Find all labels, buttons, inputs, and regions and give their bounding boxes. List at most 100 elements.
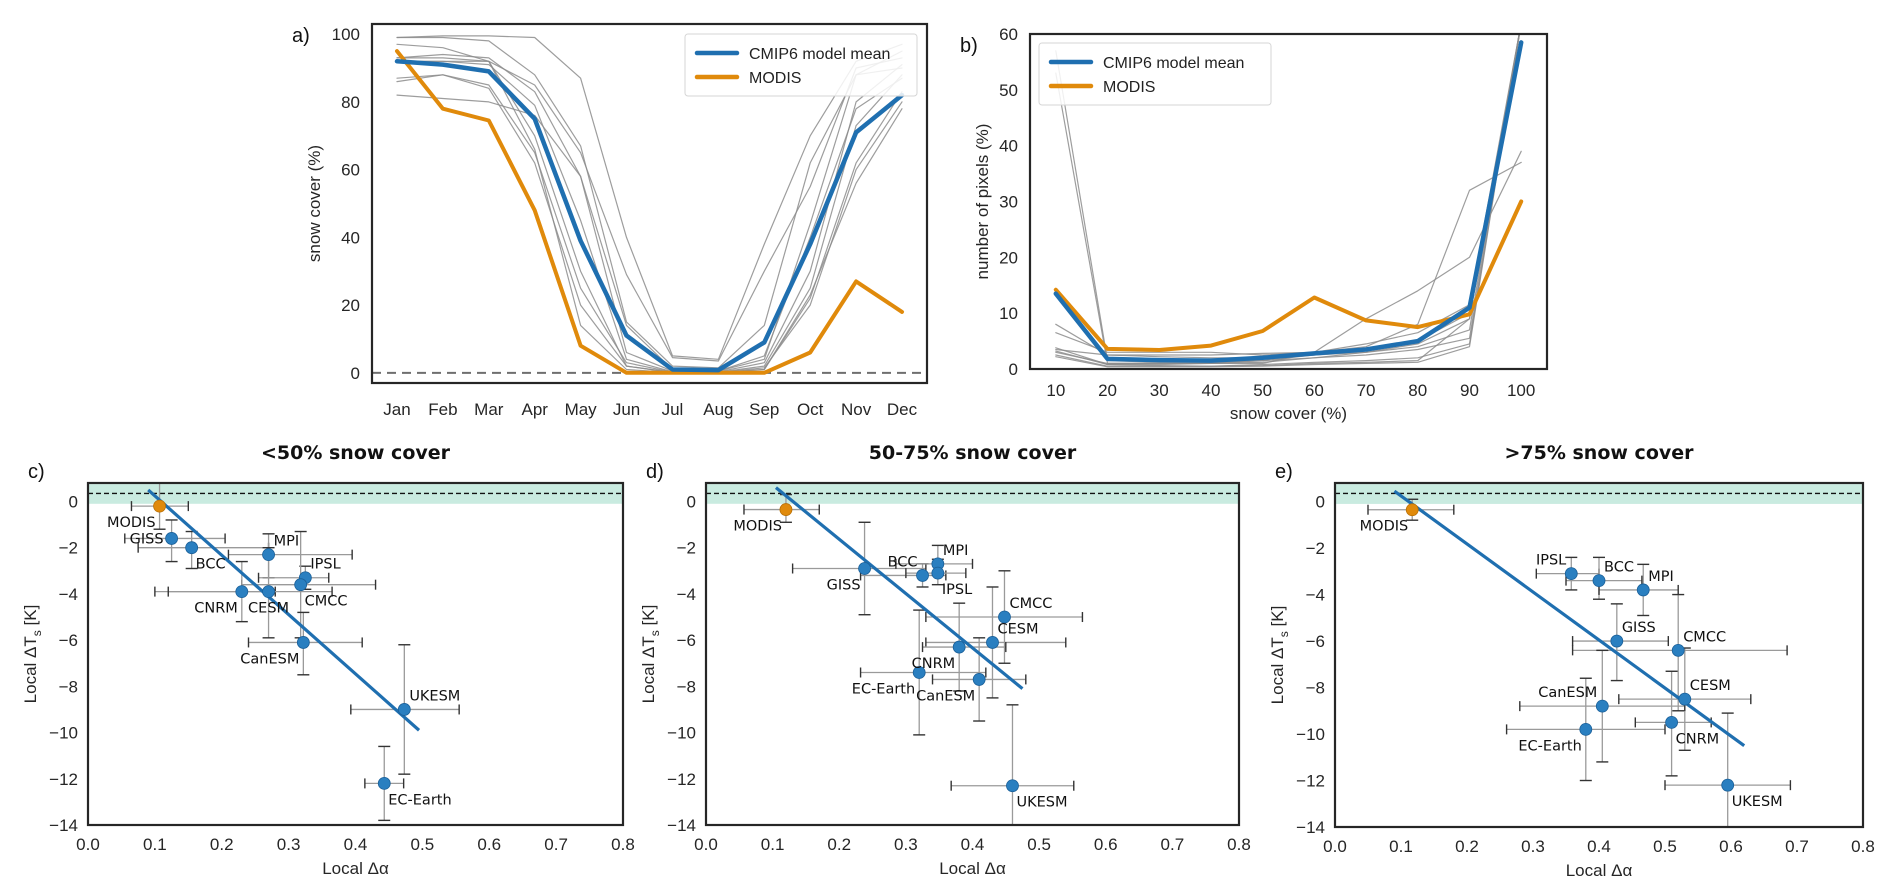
x-tick-label: 70 bbox=[1357, 381, 1376, 400]
y-tick-label: −8 bbox=[59, 677, 78, 696]
legend: CMIP6 model mean MODIS bbox=[684, 33, 918, 97]
plot-area bbox=[372, 35, 927, 375]
point-label: MODIS bbox=[107, 515, 156, 531]
x-tick-label: Jan bbox=[383, 400, 410, 419]
x-tick-label: Sep bbox=[749, 400, 779, 419]
x-tick-label: 0.4 bbox=[1587, 837, 1611, 856]
point-label: CESM bbox=[997, 621, 1038, 637]
point-label: CNRM bbox=[912, 656, 956, 672]
point-label: CMCC bbox=[1009, 596, 1052, 612]
y-tick-label: 50 bbox=[999, 81, 1018, 100]
plot-frame bbox=[1333, 481, 1865, 829]
point-label: CNRM bbox=[1676, 731, 1720, 747]
y-tick-label: 100 bbox=[332, 25, 360, 44]
data-point-canesm bbox=[972, 673, 986, 686]
point-label: BCC bbox=[196, 557, 226, 573]
legend: CMIP6 model mean MODIS bbox=[1038, 42, 1272, 106]
x-tick-label: May bbox=[565, 400, 598, 419]
data-point-giss bbox=[165, 532, 178, 545]
point-label: CNRM bbox=[194, 601, 238, 617]
data-point-cesm bbox=[986, 636, 999, 649]
x-tick-label: Jun bbox=[613, 400, 640, 419]
panel-e: MODIS IPSL BCC MPI GISS CMCC CESM CanESM CNRM EC-… bbox=[1268, 442, 1875, 880]
x-tick-label: 0.7 bbox=[1785, 837, 1809, 856]
data-point-modis bbox=[153, 499, 166, 513]
x-tick-label: 0.3 bbox=[894, 835, 918, 854]
data-point-cnrm bbox=[952, 640, 966, 654]
y-tick-label: 0 bbox=[687, 492, 696, 511]
x-axis-label: Local Δα bbox=[322, 859, 389, 878]
x-axis-label: Local Δα bbox=[1566, 861, 1633, 880]
plot-area bbox=[706, 484, 1239, 825]
point-label: GISS bbox=[1622, 620, 1656, 636]
data-point-bcc bbox=[185, 541, 199, 555]
point-label: CMCC bbox=[305, 594, 348, 610]
x-tick-label: 30 bbox=[1150, 381, 1169, 400]
y-tick-label: 20 bbox=[341, 296, 360, 315]
y-axis-label: Local ΔTs [K] bbox=[639, 605, 662, 704]
series-line-model-4 bbox=[1055, 150, 1522, 356]
x-tick-label: 0.6 bbox=[1094, 835, 1118, 854]
x-tick-label: 90 bbox=[1460, 381, 1479, 400]
x-tick-label: 0.5 bbox=[1027, 835, 1051, 854]
x-tick-label: 10 bbox=[1046, 381, 1065, 400]
series-line-cmip6-model-mean bbox=[394, 59, 905, 373]
y-tick-label: 60 bbox=[341, 161, 360, 180]
x-tick-label: 100 bbox=[1507, 381, 1535, 400]
y-tick-label: −8 bbox=[1306, 679, 1325, 698]
legend-entry: MODIS bbox=[749, 70, 801, 87]
data-point-giss bbox=[858, 562, 871, 575]
series-line-model-7 bbox=[1055, 34, 1520, 364]
x-tick-label: 80 bbox=[1408, 381, 1427, 400]
y-tick-label: 0 bbox=[69, 492, 78, 511]
x-tick-label: 0.0 bbox=[76, 835, 100, 854]
x-tick-label: 0.0 bbox=[1323, 837, 1347, 856]
series-line-model-9 bbox=[1055, 34, 1521, 368]
series-line-model-8 bbox=[396, 77, 903, 372]
y-axis-label: snow cover (%) bbox=[305, 145, 324, 262]
point-label: EC-Earth bbox=[1518, 738, 1581, 754]
point-label: CanESM bbox=[916, 688, 975, 704]
x-tick-label: 0.1 bbox=[1389, 837, 1413, 856]
point-label: CESM bbox=[1690, 678, 1731, 694]
data-point-cesm bbox=[262, 585, 275, 599]
y-tick-label: −14 bbox=[667, 816, 696, 835]
data-point-ec-earth bbox=[377, 777, 391, 790]
data-point-mpi bbox=[262, 548, 275, 562]
data-point-cmcc bbox=[1671, 643, 1685, 657]
y-tick-label: −14 bbox=[1296, 818, 1325, 837]
point-label: MODIS bbox=[733, 519, 782, 535]
data-point-ukesm bbox=[1006, 779, 1019, 793]
x-axis-label: Local Δα bbox=[939, 859, 1006, 878]
legend-entry: CMIP6 model mean bbox=[1103, 55, 1244, 72]
x-tick-label: Jul bbox=[662, 400, 684, 419]
y-tick-label: 20 bbox=[999, 248, 1018, 267]
x-tick-label: 0.8 bbox=[1851, 837, 1875, 856]
panel-b: 0 10 20 30 40 50 60 10 20 30 40 50 60 70 80 90 100 snow c… bbox=[960, 25, 1549, 423]
y-tick-label: 0 bbox=[1316, 493, 1325, 512]
y-tick-label: 0 bbox=[1009, 360, 1018, 379]
plot-area bbox=[88, 483, 623, 822]
data-point-bcc bbox=[1592, 574, 1606, 588]
point-label: GISS bbox=[827, 578, 861, 594]
data-point-canesm bbox=[1595, 699, 1609, 713]
y-tick-label: −12 bbox=[667, 770, 696, 789]
plot-area bbox=[1335, 484, 1863, 827]
x-tick-label: 0.2 bbox=[1455, 837, 1479, 856]
data-point-bcc bbox=[916, 569, 929, 582]
regression-line bbox=[774, 486, 1024, 690]
x-tick-label: Dec bbox=[887, 400, 918, 419]
legend-box bbox=[684, 33, 918, 97]
data-point-modis bbox=[779, 503, 793, 516]
x-axis-label: snow cover (%) bbox=[1230, 404, 1347, 423]
y-axis-label-main: Local ΔT bbox=[639, 636, 658, 703]
y-axis-label-main: Local ΔT bbox=[21, 636, 40, 703]
series-line-model-1 bbox=[396, 36, 903, 369]
point-label: BCC bbox=[888, 554, 918, 570]
plot-frame bbox=[704, 481, 1241, 827]
data-point-canesm bbox=[296, 636, 310, 649]
plot-frame bbox=[86, 481, 625, 827]
series-line-model-2 bbox=[396, 35, 903, 360]
data-point-cmcc bbox=[294, 578, 308, 592]
